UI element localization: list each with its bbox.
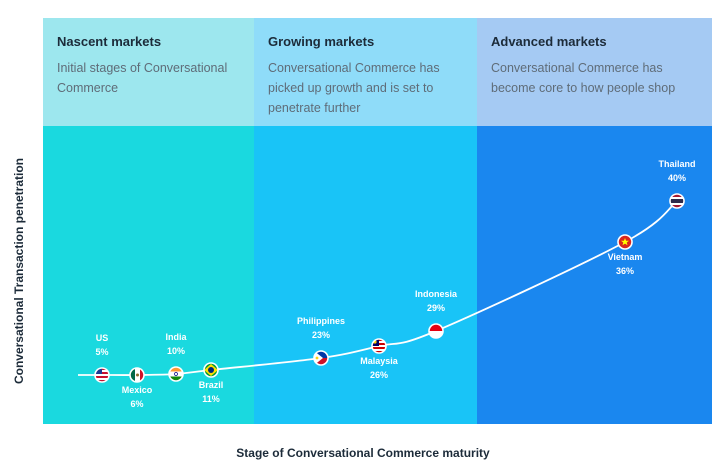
stage-description: Conversational Commerce has become core … <box>491 61 676 95</box>
country-name-label: US <box>96 333 109 343</box>
maturity-curve <box>78 200 678 376</box>
country-name-label: India <box>165 332 187 342</box>
country-value-label: 26% <box>370 370 388 380</box>
brazil-flag-icon <box>203 362 219 378</box>
country-name-label: Mexico <box>122 385 153 395</box>
mexico-flag-icon <box>129 367 145 383</box>
country-value-label: 10% <box>167 346 185 356</box>
country-value-label: 40% <box>668 173 686 183</box>
country-name-label: Indonesia <box>415 289 458 299</box>
stage-header-growing: Growing markets Conversational Commerce … <box>254 18 477 126</box>
stage-description: Initial stages of Conversational Commerc… <box>57 61 228 95</box>
stage-description: Conversational Commerce has picked up gr… <box>268 61 440 115</box>
stage-header-nascent: Nascent markets Initial stages of Conver… <box>43 18 254 126</box>
stage-header-advanced: Advanced markets Conversational Commerce… <box>477 18 712 126</box>
stage-title: Advanced markets <box>491 34 607 49</box>
country-name-label: Philippines <box>297 316 345 326</box>
country-labels: US 5% Mexico 6% India 10% Brazil 11% Philippines… <box>95 159 695 409</box>
stage-band-advanced <box>477 126 712 424</box>
country-value-label: 23% <box>312 330 330 340</box>
country-name-label: Thailand <box>658 159 695 169</box>
country-flags <box>94 193 685 383</box>
vietnam-flag-icon <box>617 234 633 250</box>
thailand-flag-icon <box>669 193 685 209</box>
country-name-label: Brazil <box>199 380 224 390</box>
stage-title: Growing markets <box>268 34 375 49</box>
country-name-label: Malaysia <box>360 356 399 366</box>
philippines-flag-icon <box>313 350 329 366</box>
country-value-label: 36% <box>616 266 634 276</box>
country-name-label: Vietnam <box>608 252 643 262</box>
country-value-label: 6% <box>130 399 143 409</box>
country-value-label: 29% <box>427 303 445 313</box>
malaysia-flag-icon <box>371 338 387 354</box>
stage-band-growing <box>254 126 477 424</box>
country-value-label: 5% <box>95 347 108 357</box>
x-axis-label: Stage of Conversational Commerce maturit… <box>236 446 490 460</box>
india-flag-icon <box>168 366 184 382</box>
indonesia-flag-icon <box>428 323 444 339</box>
country-value-label: 11% <box>202 394 220 404</box>
us-flag-icon <box>94 367 110 383</box>
stage-title: Nascent markets <box>57 34 162 49</box>
